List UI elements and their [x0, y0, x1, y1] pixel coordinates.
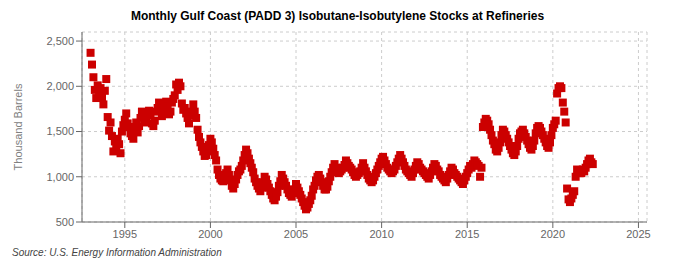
html-text:Source: U.S. Energy Informatio: Source: U.S. Energy Information Administ… [12, 247, 222, 258]
svg-text:2000: 2000 [198, 228, 222, 240]
svg-text:2025: 2025 [626, 228, 650, 240]
html-text:Monthly Gulf Coast (PADD 3) Is: Monthly Gulf Coast (PADD 3) Isobutane-Is… [130, 9, 545, 23]
svg-text:1,500: 1,500 [46, 125, 74, 137]
svg-text:2005: 2005 [284, 228, 308, 240]
svg-text:2010: 2010 [369, 228, 393, 240]
svg-text:2,500: 2,500 [46, 35, 74, 47]
svg-text:500: 500 [56, 216, 74, 228]
svg-text:1,000: 1,000 [46, 171, 74, 183]
svg-text:1995: 1995 [113, 228, 137, 240]
svg-text:Thousand Barrels: Thousand Barrels [12, 83, 24, 170]
svg-text:2,000: 2,000 [46, 80, 74, 92]
svg-text:2015: 2015 [455, 228, 479, 240]
svg-text:2020: 2020 [541, 228, 565, 240]
